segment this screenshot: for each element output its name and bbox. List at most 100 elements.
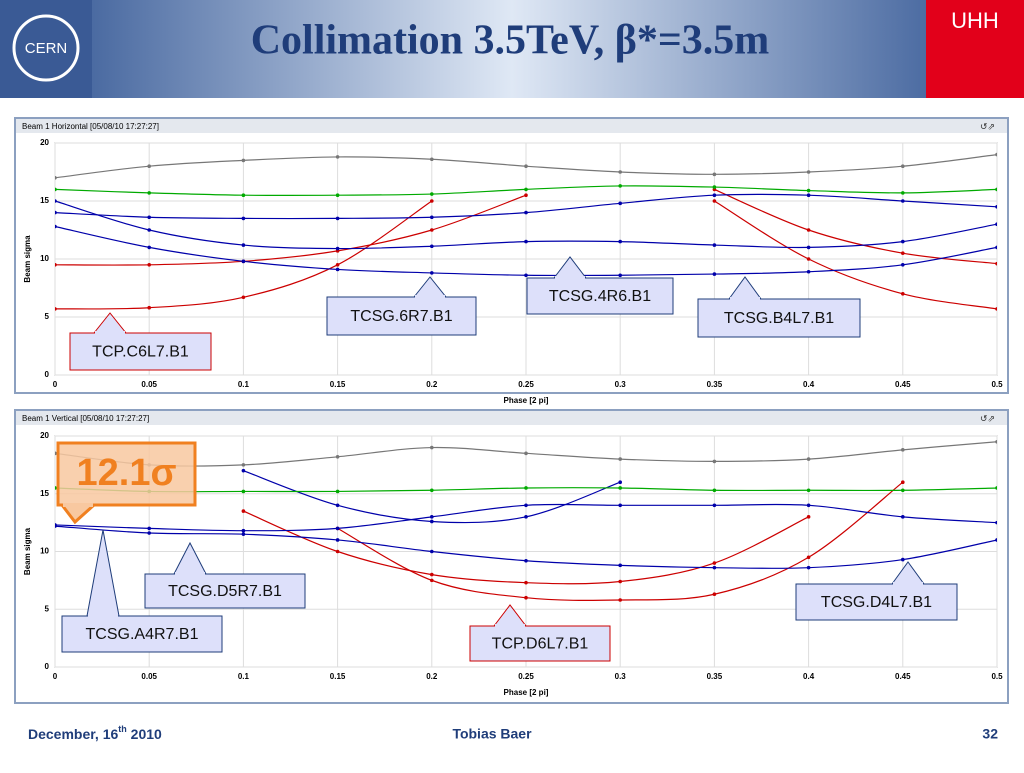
series (55, 152, 997, 180)
point (995, 307, 997, 311)
logo-right-bg (926, 0, 1024, 98)
x-tick-label: 0.5 (991, 380, 1003, 389)
point (335, 193, 340, 197)
point (147, 263, 151, 267)
point (995, 152, 997, 157)
point (806, 565, 811, 570)
point (901, 515, 905, 519)
series (55, 486, 997, 494)
x-tick-label: 0.3 (615, 380, 627, 389)
point (335, 246, 340, 251)
point (901, 263, 905, 267)
point (901, 480, 905, 485)
panel-title: Beam 1 Horizontal [05/08/10 17:27:27] (22, 122, 159, 131)
x-tick-label: 0 (53, 380, 58, 389)
y-tick-label: 5 (45, 312, 50, 321)
point (524, 164, 528, 168)
panel-icons: ↺⇗ (980, 413, 995, 423)
point (55, 523, 57, 527)
y-tick-label: 20 (40, 138, 49, 147)
point (147, 164, 151, 168)
point (524, 595, 528, 600)
series (55, 524, 997, 570)
date-sup: th (118, 724, 127, 734)
callout-cover (175, 572, 205, 576)
point (806, 228, 811, 232)
point (55, 307, 57, 311)
series (55, 224, 997, 278)
series (55, 503, 997, 533)
point (335, 549, 340, 554)
series (55, 193, 997, 221)
point (335, 526, 340, 531)
logo-ring (12, 14, 80, 82)
callout-box (61, 615, 223, 653)
line (714, 200, 997, 310)
point (806, 515, 811, 519)
point (335, 538, 340, 542)
point (995, 187, 997, 192)
callout-label: 12.1σ (77, 452, 177, 494)
point (335, 489, 340, 494)
callout-cover (415, 295, 445, 299)
point (995, 261, 997, 266)
point (524, 239, 528, 244)
logo-left: CERN (25, 40, 68, 57)
x-tick-label: 0.45 (895, 672, 911, 681)
callout-box (697, 298, 861, 338)
point (241, 259, 246, 264)
point (618, 480, 622, 485)
point (712, 172, 717, 177)
point (147, 191, 151, 195)
x-tick-label: 0.2 (426, 672, 438, 681)
point (618, 563, 622, 568)
point (335, 454, 340, 459)
x-tick-label: 0.35 (707, 672, 723, 681)
point (241, 216, 246, 221)
point (55, 486, 57, 490)
point (335, 503, 340, 508)
callout-label: TCP.C6L7.B1 (92, 344, 189, 361)
point (806, 170, 811, 174)
point (55, 263, 57, 267)
line (55, 188, 997, 266)
point (995, 245, 997, 250)
series (241, 468, 622, 524)
point (147, 245, 151, 250)
point (55, 451, 57, 456)
series (55, 199, 434, 311)
point (430, 515, 434, 519)
x-tick-label: 0.1 (238, 672, 250, 681)
date: December, 16 (28, 726, 118, 742)
point (55, 176, 57, 180)
x-tick-label: 0.05 (141, 672, 157, 681)
point (524, 451, 528, 456)
series (55, 184, 997, 197)
point (806, 488, 811, 493)
point (901, 488, 905, 493)
callout-label: TCSG.D5R7.B1 (168, 583, 282, 600)
x-tick-label: 0.2 (426, 380, 438, 389)
point (712, 503, 717, 508)
x-tick-label: 0.05 (141, 380, 157, 389)
point (147, 215, 151, 220)
y-tick-label: 0 (45, 662, 50, 671)
callout-label: TCSG.B4L7.B1 (724, 310, 834, 327)
point (524, 558, 528, 563)
point (335, 155, 340, 159)
point (995, 222, 997, 226)
series (55, 187, 997, 267)
callout-label: TCSG.D4L7.B1 (821, 594, 932, 611)
point (901, 251, 905, 255)
point (806, 245, 811, 250)
point (901, 199, 905, 203)
panel-icons: ↺⇗ (980, 121, 995, 131)
x-axis-label: Phase [2 pi] (504, 688, 549, 697)
callout-box (795, 583, 958, 621)
point (430, 244, 434, 249)
point (995, 520, 997, 525)
x-tick-label: 0 (53, 672, 58, 681)
point (712, 243, 717, 247)
callout-box (469, 625, 611, 662)
